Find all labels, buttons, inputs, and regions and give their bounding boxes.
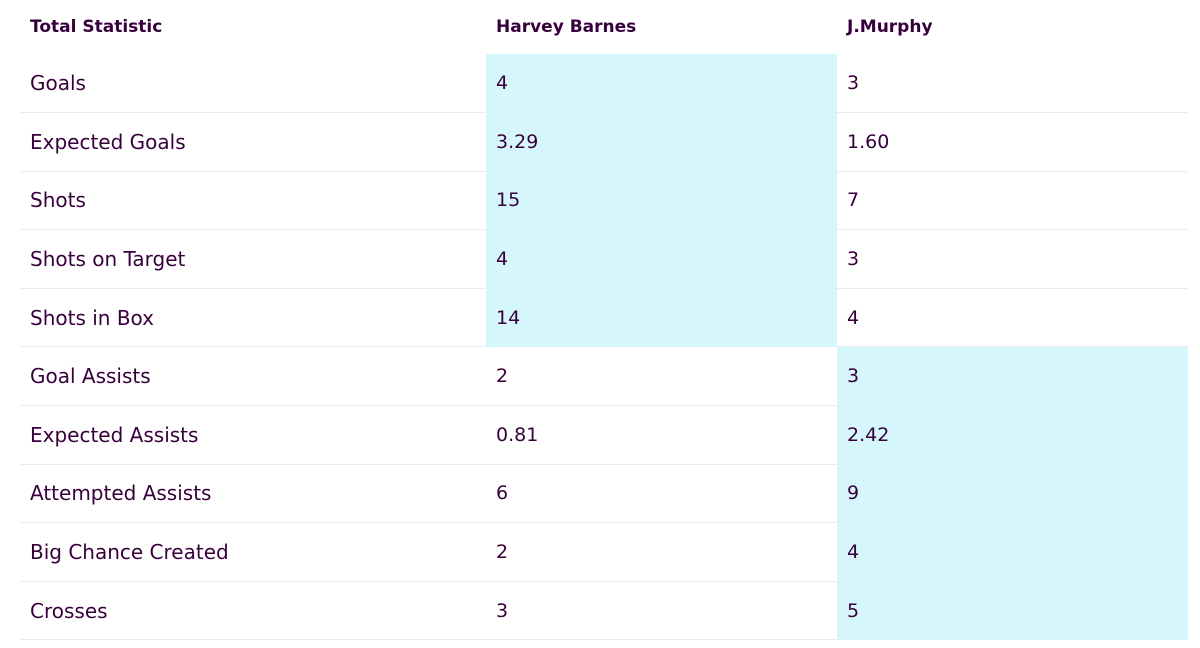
stat-label: Shots bbox=[20, 171, 486, 231]
player1-value: 3 bbox=[486, 581, 837, 641]
stat-label: Shots in Box bbox=[20, 288, 486, 348]
player2-value: 3 bbox=[837, 346, 1188, 407]
table-row: Goal Assists 2 3 bbox=[20, 346, 1188, 407]
table-row: Big Chance Created 2 4 bbox=[20, 522, 1188, 582]
player2-value: 9 bbox=[837, 464, 1188, 524]
player1-value: 4 bbox=[486, 54, 837, 114]
table-row: Expected Assists 0.81 2.42 bbox=[20, 405, 1188, 465]
table-header: Total Statistic Harvey Barnes J.Murphy bbox=[20, 0, 1188, 54]
player1-value: 14 bbox=[486, 288, 837, 348]
table-row: Attempted Assists 6 9 bbox=[20, 464, 1188, 524]
table-row: Expected Goals 3.29 1.60 bbox=[20, 112, 1188, 172]
player2-value: 1.60 bbox=[837, 112, 1188, 172]
table-body: Goals 4 3 Expected Goals 3.29 1.60 Shots… bbox=[20, 54, 1188, 641]
player1-value: 15 bbox=[486, 171, 837, 231]
player2-value: 4 bbox=[837, 288, 1188, 348]
player2-value: 4 bbox=[837, 522, 1188, 582]
stat-label: Attempted Assists bbox=[20, 464, 486, 524]
player1-value: 2 bbox=[486, 346, 837, 407]
table-row: Crosses 3 5 bbox=[20, 581, 1188, 641]
player1-value: 2 bbox=[486, 522, 837, 582]
header-row: Total Statistic Harvey Barnes J.Murphy bbox=[20, 0, 1188, 54]
stat-label: Expected Goals bbox=[20, 112, 486, 172]
stat-label: Goal Assists bbox=[20, 346, 486, 407]
player1-value: 6 bbox=[486, 464, 837, 524]
stat-label: Big Chance Created bbox=[20, 522, 486, 582]
player1-value: 4 bbox=[486, 229, 837, 289]
table-row: Shots 15 7 bbox=[20, 171, 1188, 231]
table-row: Goals 4 3 bbox=[20, 54, 1188, 114]
table-row: Shots in Box 14 4 bbox=[20, 288, 1188, 348]
player2-value: 7 bbox=[837, 171, 1188, 231]
player2-value: 2.42 bbox=[837, 405, 1188, 465]
player1-value: 0.81 bbox=[486, 405, 837, 465]
header-total-statistic: Total Statistic bbox=[30, 17, 163, 37]
stat-label: Expected Assists bbox=[20, 405, 486, 465]
stat-label: Goals bbox=[20, 54, 486, 114]
stat-label: Crosses bbox=[20, 581, 486, 641]
player1-value: 3.29 bbox=[486, 112, 837, 172]
player-comparison-table: Total Statistic Harvey Barnes J.Murphy G… bbox=[20, 0, 1188, 641]
player2-value: 3 bbox=[837, 229, 1188, 289]
stat-label: Shots on Target bbox=[20, 229, 486, 289]
header-player-harvey-barnes: Harvey Barnes bbox=[496, 17, 637, 37]
player2-value: 3 bbox=[837, 54, 1188, 114]
header-player-j-murphy: J.Murphy bbox=[847, 17, 933, 37]
player2-value: 5 bbox=[837, 581, 1188, 641]
table-row: Shots on Target 4 3 bbox=[20, 229, 1188, 289]
